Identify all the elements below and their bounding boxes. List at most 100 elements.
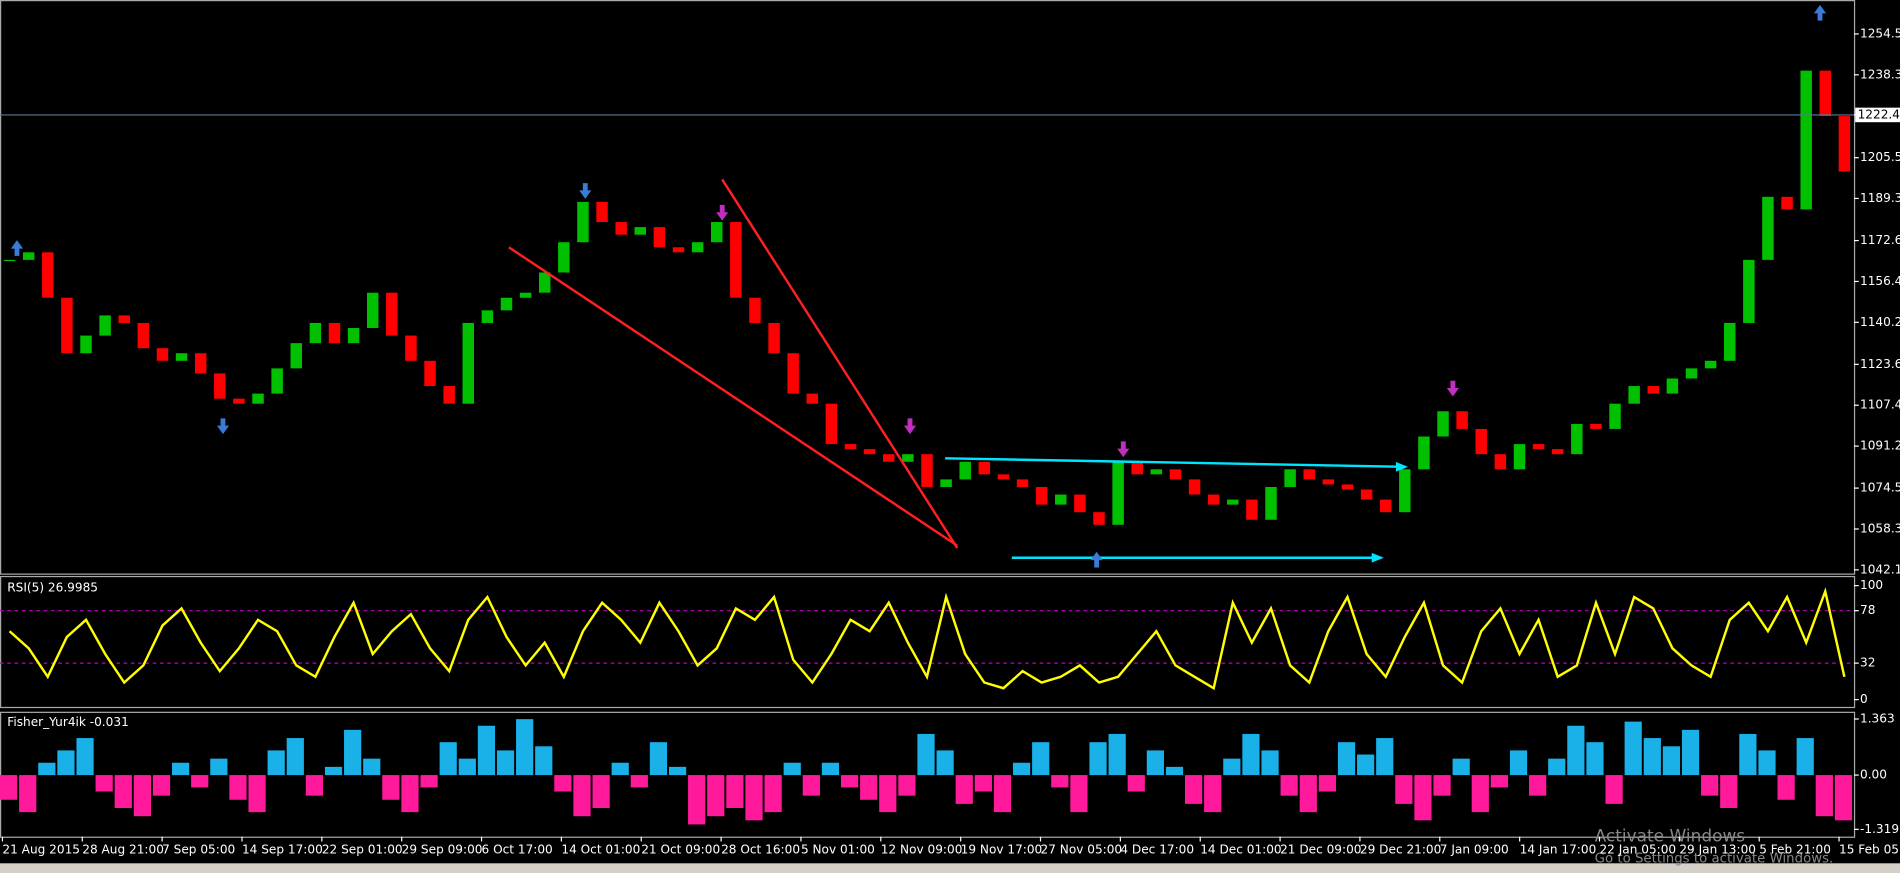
x-tick-label: 6 Oct 17:00 — [482, 842, 553, 856]
candle — [424, 360, 436, 387]
x-tick-label: 29 Dec 21:00 — [1360, 842, 1441, 856]
candle — [653, 227, 666, 248]
histogram-bar — [420, 775, 438, 788]
candle — [61, 297, 73, 354]
signal-arrow — [216, 418, 230, 435]
histogram-bar — [1032, 742, 1050, 776]
arrow-head — [1371, 552, 1384, 563]
candle — [978, 461, 991, 475]
y-tick-label: 1189.35 — [1860, 191, 1900, 205]
current-price-label: 1222.45 — [1858, 107, 1900, 121]
candle — [1265, 486, 1277, 520]
histogram-bar — [382, 775, 400, 800]
y-tick-label: 32 — [1860, 656, 1875, 670]
histogram-bar — [1509, 750, 1528, 776]
x-tick-label: 29 Sep 09:00 — [402, 842, 483, 856]
candle — [902, 454, 914, 462]
histogram-bar — [1261, 750, 1279, 776]
histogram-bar — [1223, 758, 1241, 776]
histogram-bar — [1204, 775, 1222, 813]
histogram-bar — [764, 775, 782, 813]
x-tick-label: 12 Nov 09:00 — [881, 842, 963, 856]
candle — [233, 398, 245, 404]
histogram-bar — [210, 758, 228, 776]
histogram-bar — [707, 775, 725, 817]
rsi-line — [8, 587, 1846, 691]
candle — [156, 348, 169, 361]
histogram-bar — [1070, 775, 1088, 813]
candle — [1551, 449, 1564, 455]
candle — [1016, 479, 1029, 487]
candle — [1513, 444, 1526, 470]
candle — [1781, 196, 1793, 210]
candle — [1704, 360, 1717, 369]
watermark-subtitle: Go to Settings to activate Windows. — [1595, 851, 1834, 866]
histogram-bar — [324, 766, 343, 776]
candle — [730, 222, 742, 298]
candle — [997, 474, 1010, 480]
candle — [386, 292, 398, 336]
histogram-bar — [1720, 775, 1738, 808]
histogram-bar — [114, 775, 132, 808]
candle — [1284, 469, 1296, 487]
histogram-bar — [1605, 775, 1623, 804]
x-tick-label: 21 Dec 09:00 — [1280, 842, 1361, 856]
candle — [271, 368, 283, 394]
candle — [1303, 469, 1315, 480]
candle — [1762, 196, 1774, 260]
histogram-bar — [649, 742, 668, 776]
histogram-bar — [840, 775, 859, 788]
histogram-bar — [860, 775, 878, 800]
candle — [634, 227, 647, 235]
candle — [1188, 479, 1201, 495]
histogram-bar — [783, 762, 801, 776]
histogram-bar — [1490, 775, 1509, 788]
histogram-bar — [1681, 729, 1700, 776]
candle — [443, 386, 455, 404]
panel-frame — [0, 575, 1856, 709]
y-tick-label: 1140.25 — [1860, 315, 1900, 329]
histogram-bar — [592, 775, 610, 808]
histogram-bar — [1165, 766, 1184, 776]
candle — [883, 454, 895, 462]
histogram-bar — [1586, 742, 1604, 776]
candle — [825, 403, 838, 445]
x-tick-label: 14 Oct 01:00 — [561, 842, 640, 856]
histogram-bar — [516, 719, 534, 776]
candle — [1341, 484, 1354, 490]
histogram-bar — [668, 766, 687, 776]
candle — [42, 252, 54, 298]
histogram-bar — [1012, 762, 1031, 776]
candle — [672, 247, 685, 253]
candle — [1456, 411, 1468, 429]
candle — [118, 315, 130, 323]
x-tick-label: 21 Oct 09:00 — [641, 842, 720, 856]
y-tick-label: 1042.15 — [1860, 562, 1900, 576]
candle — [1169, 469, 1182, 480]
histogram-bar — [76, 738, 94, 776]
histogram-bar — [936, 750, 954, 776]
signal-arrow — [1090, 551, 1103, 568]
histogram-bar — [1146, 750, 1164, 776]
histogram-bar — [1242, 733, 1260, 776]
arrow-head — [1395, 461, 1409, 472]
y-tick-label: 1254.55 — [1860, 26, 1900, 40]
candle — [1399, 469, 1411, 513]
candle — [1418, 436, 1430, 470]
histogram-bar — [248, 775, 266, 813]
candle — [1628, 386, 1640, 404]
candle — [500, 297, 513, 311]
histogram-bar — [172, 762, 190, 776]
histogram-bar — [554, 775, 572, 792]
y-tick-label: 0.00 — [1860, 768, 1887, 782]
x-tick-label: 14 Sep 17:00 — [242, 842, 323, 856]
y-tick-label: 1123.6 — [1860, 357, 1900, 371]
y-tick-label: -1.319 — [1860, 822, 1899, 836]
y-tick-label: 1238.35 — [1860, 67, 1900, 81]
histogram-bar — [1567, 725, 1585, 776]
candle — [328, 322, 341, 344]
y-tick-label: 1205.5 — [1860, 150, 1900, 164]
candle — [806, 393, 819, 404]
candle — [462, 322, 475, 404]
histogram-bar — [19, 775, 37, 813]
